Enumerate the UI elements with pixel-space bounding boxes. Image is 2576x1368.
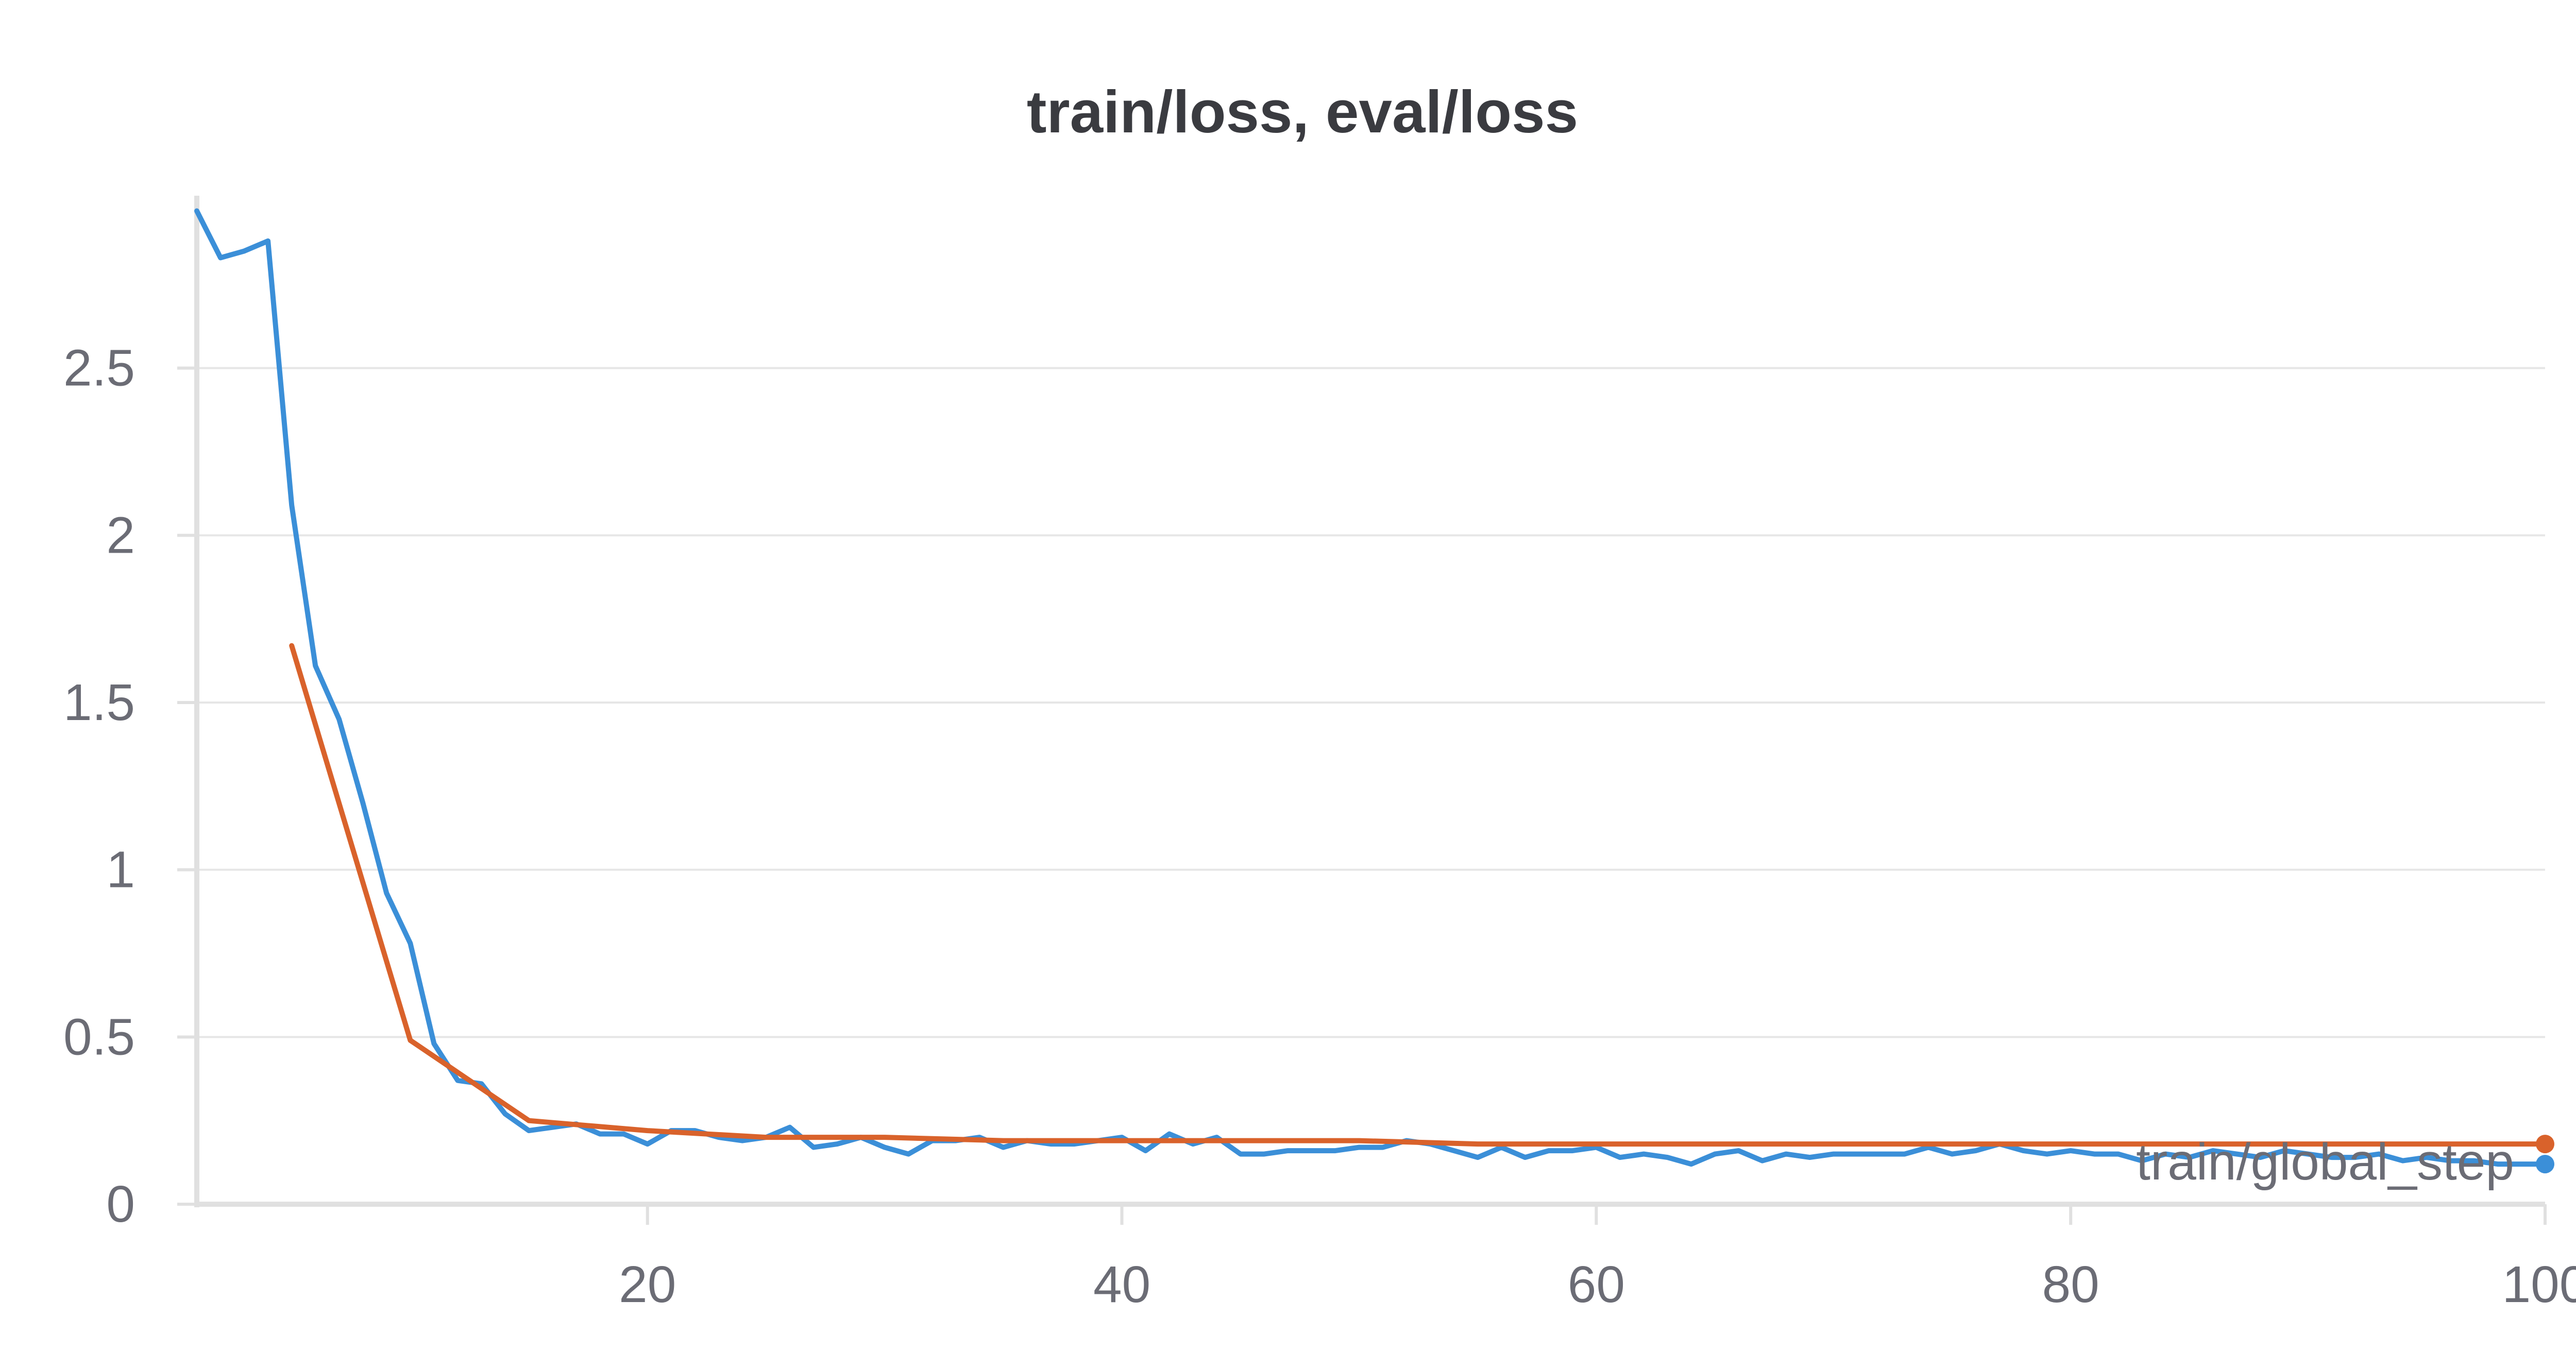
y-tick-label: 2: [106, 506, 135, 564]
x-tick-label: 20: [619, 1256, 676, 1313]
y-tick-label: 1: [106, 841, 135, 899]
y-axis-ticks: 0 0.5 1 1.5 2 2.5: [63, 339, 197, 1233]
y-tick-label: 2.5: [63, 339, 135, 397]
series-group: [194, 208, 2548, 1167]
x-tick-label: 60: [1568, 1256, 1625, 1313]
series-line-2: [289, 643, 2548, 1147]
grid-lines: [197, 367, 2545, 1038]
y-tick-label: 1.5: [63, 674, 135, 731]
x-axis-title: train/global_step: [2136, 1133, 2514, 1191]
x-tick-label: 100: [2502, 1256, 2576, 1313]
y-tick-label: 0: [106, 1175, 135, 1233]
series-endpoints: [2536, 1135, 2554, 1174]
series-endpoint-2: [2536, 1135, 2554, 1154]
series-endpoint-1: [2536, 1155, 2554, 1174]
x-axis-ticks: 20 40 60 80 100: [619, 1204, 2576, 1313]
chart-title: train/loss, eval/loss: [1026, 78, 1579, 145]
x-tick-label: 40: [1093, 1256, 1150, 1313]
y-tick-label: 0.5: [63, 1008, 135, 1066]
series-line-1: [194, 208, 2548, 1167]
x-tick-label: 80: [2042, 1256, 2099, 1313]
